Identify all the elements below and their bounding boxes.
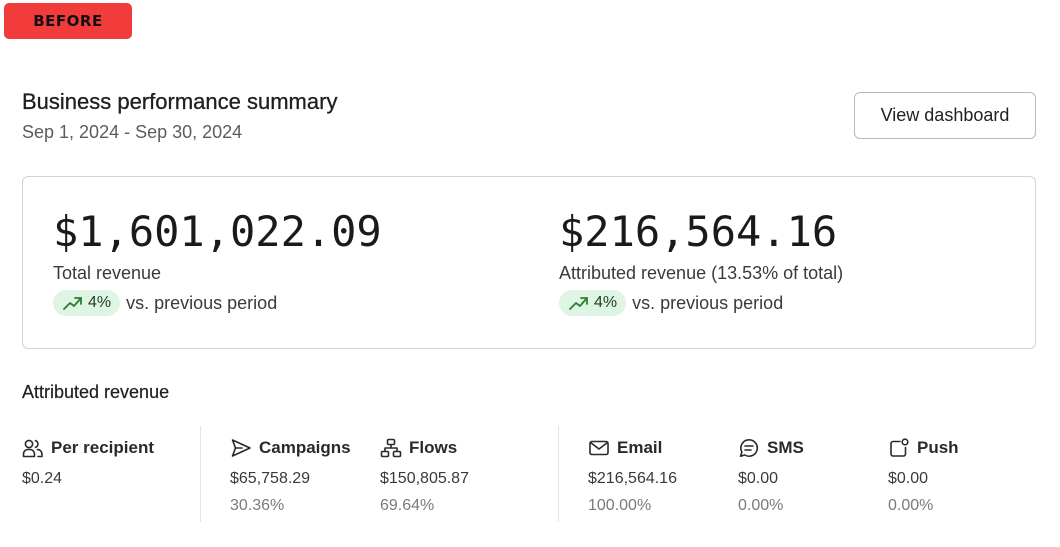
attributed-revenue-label: Attributed revenue (13.53% of total) [559, 263, 844, 283]
mail-icon [589, 440, 609, 456]
stat-value: $65,758.29 [230, 470, 311, 487]
stat-value: $0.00 [738, 470, 779, 487]
attributed-revenue-change: 4% vs. previous period [559, 290, 843, 316]
users-icon [22, 439, 43, 458]
stat-value: $150,805.87 [380, 470, 469, 487]
flows-icon [380, 438, 402, 458]
stat-value: $216,564.16 [588, 470, 677, 487]
attributed-revenue-value: $216,564.16 [559, 207, 838, 256]
change-badge: 4% [53, 290, 121, 316]
trend-up-icon [569, 297, 588, 310]
page-title: Business performance summary [22, 89, 338, 114]
stat-label: Push [917, 438, 959, 457]
stat-campaigns: Campaigns $65,758.29 30.36% [230, 436, 351, 515]
push-icon [890, 438, 909, 457]
stat-flows: Flows $150,805.87 69.64% [380, 436, 469, 515]
stat-label: Flows [409, 438, 458, 457]
stat-sms: SMS $0.00 0.00% [738, 436, 804, 515]
send-icon [231, 439, 251, 457]
trend-up-icon [63, 297, 82, 310]
divider [200, 426, 201, 522]
stat-value: $0.24 [22, 470, 63, 487]
stat-percent: 0.00% [888, 497, 934, 514]
total-revenue-metric: $1,601,022.09 Total revenue 4% vs. previ… [53, 207, 382, 316]
stat-percent: 0.00% [738, 497, 784, 514]
before-badge: BEFORE [4, 3, 132, 39]
stat-label: Campaigns [259, 438, 351, 457]
stat-percent: 69.64% [380, 497, 435, 514]
change-suffix: vs. previous period [632, 292, 784, 313]
total-revenue-label: Total revenue [53, 263, 162, 283]
date-range: Sep 1, 2024 - Sep 30, 2024 [22, 122, 243, 142]
change-percent: 4% [594, 294, 618, 311]
view-dashboard-button[interactable]: View dashboard [854, 92, 1036, 139]
stat-label: SMS [767, 438, 804, 457]
stat-push: Push $0.00 0.00% [888, 436, 959, 515]
stat-percent: 30.36% [230, 497, 285, 514]
stat-value: $0.00 [888, 470, 929, 487]
attributed-revenue-metric: $216,564.16 Attributed revenue (13.53% o… [559, 207, 843, 316]
stat-label: Email [617, 438, 663, 457]
summary-card: $1,601,022.09 Total revenue 4% vs. previ… [22, 176, 1036, 349]
sms-icon [739, 438, 759, 457]
change-percent: 4% [88, 294, 112, 311]
stat-percent: 100.00% [588, 497, 652, 514]
stat-per-recipient: Per recipient $0.24 [22, 436, 154, 488]
change-suffix: vs. previous period [126, 292, 278, 313]
total-revenue-value: $1,601,022.09 [53, 207, 382, 256]
divider [558, 426, 559, 522]
stat-email: Email $216,564.16 100.00% [588, 436, 677, 515]
change-badge: 4% [559, 290, 627, 316]
total-revenue-change: 4% vs. previous period [53, 290, 382, 316]
stat-label: Per recipient [51, 438, 154, 457]
attributed-revenue-section-title: Attributed revenue [22, 382, 170, 402]
